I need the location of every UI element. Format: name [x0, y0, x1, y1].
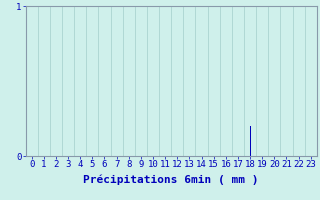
- X-axis label: Précipitations 6min ( mm ): Précipitations 6min ( mm ): [84, 175, 259, 185]
- Bar: [250, 126, 251, 156]
